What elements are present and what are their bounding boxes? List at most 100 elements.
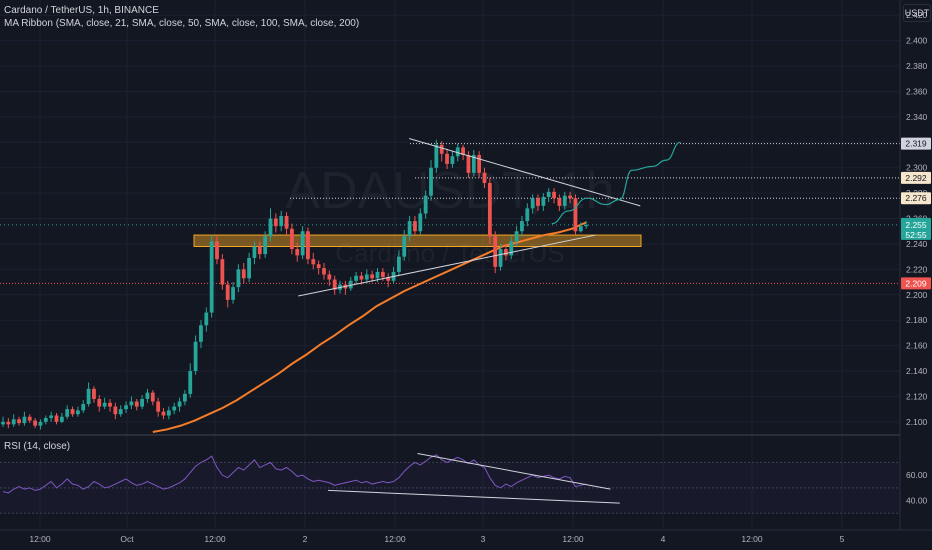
candle-body — [134, 401, 139, 407]
candle-body — [525, 208, 530, 222]
candle-body — [568, 195, 572, 199]
rsi-support-trendline — [328, 489, 620, 504]
time-tick-label: 12:00 — [29, 534, 51, 544]
time-tick-label: 5 — [840, 534, 845, 544]
candle-body — [27, 416, 32, 421]
candle-body — [102, 402, 107, 407]
candle-body — [295, 249, 300, 256]
rsi-tick-label: 40.00 — [906, 496, 928, 506]
candle-body — [487, 182, 492, 237]
candle-body — [471, 155, 476, 173]
candle-body — [562, 195, 567, 206]
candle-body — [1, 421, 5, 425]
time-tick-label: Oct — [120, 534, 134, 544]
candle-body — [145, 392, 150, 399]
candle-body — [166, 410, 171, 416]
candle-body — [268, 218, 273, 237]
candle-body — [370, 274, 375, 279]
currency-button[interactable]: USDT — [903, 4, 931, 22]
watermark-name: Cardano / TetherUS — [335, 238, 564, 268]
resistance-trendline — [409, 138, 641, 207]
candle-body — [161, 411, 166, 416]
candle-body — [300, 231, 305, 256]
candle-body — [359, 275, 364, 280]
candle-body — [434, 144, 439, 168]
price-tick-label: 2.140 — [906, 366, 928, 376]
candle-body — [129, 401, 134, 406]
candle-body — [316, 264, 321, 269]
price-tick-label: 2.100 — [906, 417, 928, 427]
price-tick-label: 2.220 — [906, 264, 928, 274]
candle-body — [461, 147, 465, 156]
candle-body — [520, 221, 524, 232]
candle-body — [65, 409, 70, 417]
time-tick-label: 2 — [303, 534, 308, 544]
candle-body — [466, 155, 471, 173]
candle-body — [557, 198, 562, 206]
price-tick-label: 2.180 — [906, 315, 928, 325]
candle-body — [445, 153, 449, 164]
grid — [0, 0, 900, 528]
candle-body — [172, 406, 177, 411]
candle-body — [199, 325, 203, 342]
time-axis: 12:00 Oct 12:00 2 12:00 3 12:00 4 12:00 5 — [0, 529, 932, 544]
price-axis: 2.4202.4002.3802.3602.3402.3202.3002.280… — [899, 0, 932, 550]
level-lines — [0, 143, 900, 284]
price-badge — [901, 137, 931, 150]
support-zone-rect — [193, 234, 642, 247]
candle-body — [231, 287, 235, 300]
price-tick-label: 2.360 — [906, 86, 928, 96]
ma-line — [152, 221, 587, 433]
price-tick-label: 2.420 — [906, 10, 928, 20]
candle-body — [552, 191, 556, 199]
candle-body — [509, 241, 514, 256]
candle-body — [241, 269, 246, 279]
candle-body — [284, 216, 289, 229]
candle-body — [252, 246, 257, 258]
candle-body — [450, 156, 455, 164]
candle-body — [407, 221, 412, 237]
price-badge — [901, 171, 931, 184]
candle-body — [423, 195, 428, 214]
indicator-label[interactable]: MA Ribbon (SMA, close, 21, SMA, close, 5… — [4, 18, 360, 29]
candle-body — [482, 172, 487, 183]
candle-body — [514, 231, 519, 242]
candle-body — [193, 341, 198, 372]
moving-average — [152, 221, 587, 433]
candle-body — [183, 393, 187, 402]
price-badge-label: 2.276 — [905, 193, 927, 203]
price-tick-label: 2.300 — [906, 163, 928, 173]
candle-body — [49, 415, 54, 419]
price-badge — [901, 277, 931, 290]
price-tick-label: 2.340 — [906, 112, 928, 122]
candle-body — [541, 196, 546, 206]
trend-annotations[interactable] — [298, 138, 681, 297]
price-tick-label: 2.240 — [906, 239, 928, 249]
candle-body — [81, 404, 86, 411]
time-tick-label: 12:00 — [741, 534, 763, 544]
support-zone — [193, 234, 642, 247]
candle-body — [584, 224, 589, 227]
time-tick-label: 12:00 — [562, 534, 584, 544]
axis-background — [900, 0, 932, 550]
price-badge-label: 2.255 — [905, 220, 927, 230]
candle-body — [76, 410, 80, 415]
price-badge-label: 2.319 — [905, 139, 927, 149]
candle-body — [204, 312, 209, 326]
candle-body — [536, 198, 540, 206]
price-badge-label: 2.292 — [905, 173, 927, 183]
candle-body — [156, 401, 161, 412]
candle-body — [215, 241, 219, 260]
candle-body — [429, 167, 433, 196]
candle-body — [327, 274, 332, 280]
candle-body — [150, 392, 155, 402]
projection-path — [551, 141, 681, 225]
candle-body — [6, 421, 11, 425]
rsi-tick-label: 60.00 — [906, 470, 928, 480]
symbol-title[interactable]: Cardano / TetherUS, 1h, BINANCE — [4, 5, 159, 16]
rsi-label[interactable]: RSI (14, close) — [4, 441, 71, 452]
candle-body — [177, 401, 182, 407]
candle-body — [413, 221, 417, 232]
candle-body — [402, 236, 407, 257]
